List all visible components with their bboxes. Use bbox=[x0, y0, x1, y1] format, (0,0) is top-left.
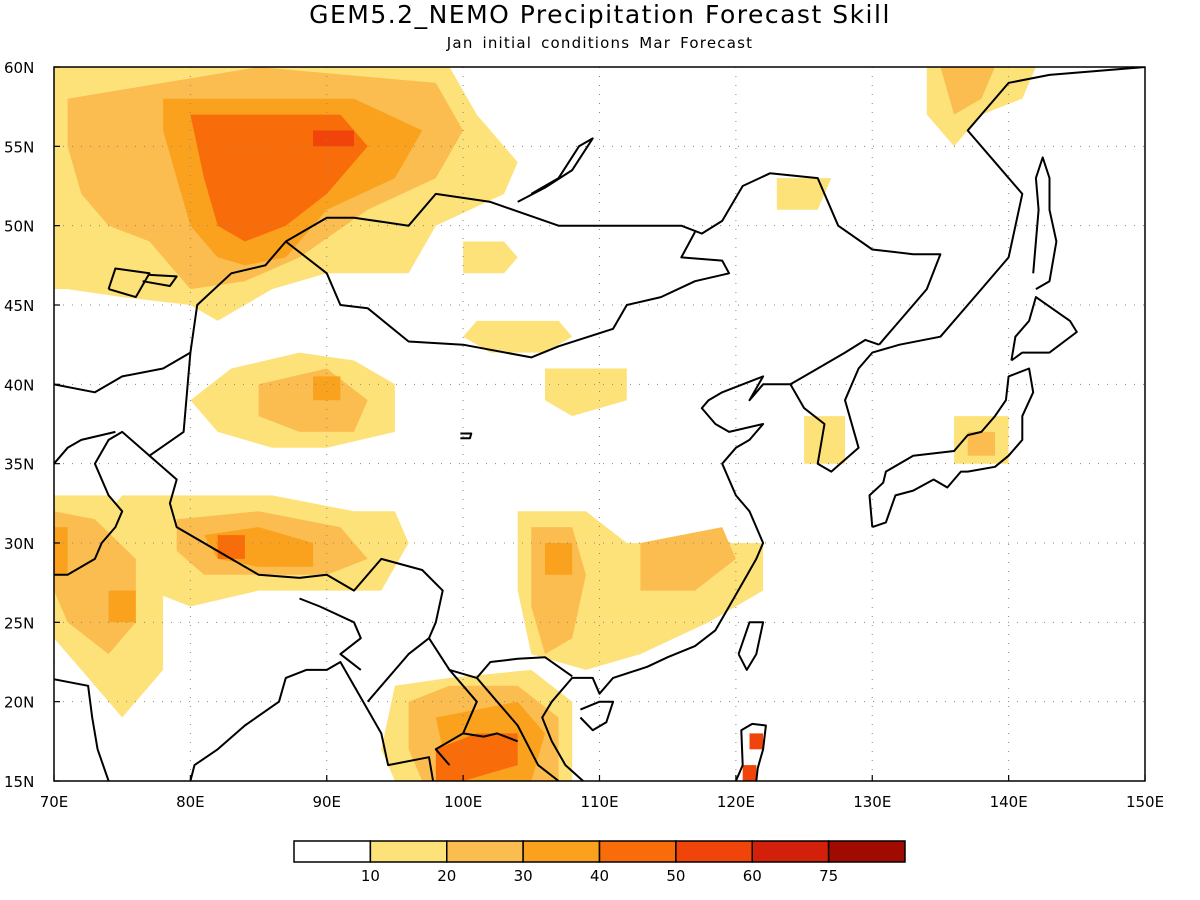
coastline-segment bbox=[579, 700, 615, 732]
y-tick-label: 35N bbox=[4, 456, 34, 474]
coastline-segment bbox=[517, 137, 594, 203]
x-tick-label: 70E bbox=[40, 793, 69, 811]
coastline-segment bbox=[541, 67, 1145, 781]
colorbar-label: 40 bbox=[590, 867, 609, 885]
skill-region-34 bbox=[967, 431, 995, 456]
colorbar-swatch bbox=[446, 840, 524, 863]
colorbar-swatch bbox=[369, 840, 448, 863]
y-tick-label: 20N bbox=[4, 694, 34, 712]
coastline-segment bbox=[299, 597, 362, 671]
coastline-segment bbox=[54, 172, 942, 394]
skill-region-17 bbox=[54, 527, 68, 575]
axis-ticks: 70E 80E 90E 100E 110E 120E 130E 140E 150E 15N 20N 2… bbox=[4, 59, 1164, 811]
coastline-segment bbox=[462, 732, 519, 743]
coastline-segment bbox=[189, 661, 435, 781]
skill-region-31 bbox=[776, 178, 832, 210]
colorbar-label: 75 bbox=[819, 867, 838, 885]
y-tick-label: 60N bbox=[4, 59, 34, 77]
colorbar-label: 30 bbox=[514, 867, 533, 885]
skill-region-19 bbox=[531, 527, 586, 655]
coastline-segment bbox=[789, 338, 880, 386]
coastline-segment bbox=[54, 662, 110, 781]
x-tick-label: 120E bbox=[717, 793, 755, 811]
skill-region-29 bbox=[463, 320, 573, 353]
skill-region-25 bbox=[435, 733, 518, 781]
coastline-segment bbox=[1010, 296, 1078, 362]
colorbar-swatch bbox=[293, 840, 372, 863]
coastline-segment bbox=[460, 432, 473, 440]
coastline-segment bbox=[1032, 156, 1058, 290]
y-tick-label: 15N bbox=[4, 773, 34, 791]
y-tick-label: 40N bbox=[4, 376, 34, 394]
colorbar-swatch bbox=[675, 840, 753, 863]
skill-region-26 bbox=[749, 733, 764, 750]
y-tick-label: 55N bbox=[4, 138, 34, 156]
skill-region-27 bbox=[742, 765, 757, 781]
skill-region-6 bbox=[940, 67, 995, 115]
colorbar-label: 50 bbox=[666, 867, 685, 885]
coastline-segment bbox=[54, 430, 116, 465]
colorbar-swatch bbox=[522, 840, 601, 863]
colorbar-swatch bbox=[751, 840, 830, 863]
coastline-segment bbox=[142, 273, 178, 287]
y-tick-label: 25N bbox=[4, 614, 34, 632]
coastlines bbox=[54, 67, 1145, 781]
chart-title: GEM5.2_NEMO Precipitation Forecast Skill bbox=[309, 0, 891, 29]
coastline-segment bbox=[868, 367, 1035, 529]
skill-region-20 bbox=[640, 527, 736, 591]
lat-lon-grid bbox=[54, 67, 1145, 781]
skill-region-13 bbox=[217, 535, 245, 559]
skill-shading bbox=[54, 67, 1036, 781]
skill-region-16 bbox=[108, 590, 136, 623]
x-tick-label: 150E bbox=[1126, 793, 1164, 811]
x-tick-label: 110E bbox=[580, 793, 618, 811]
colorbar-swatch bbox=[827, 840, 906, 863]
coastline-segment bbox=[107, 267, 151, 299]
coastline-segment bbox=[285, 231, 731, 359]
skill-region-4 bbox=[313, 130, 354, 147]
skill-region-28 bbox=[463, 241, 518, 274]
coastline-segment bbox=[366, 637, 430, 703]
colorbar-label: 60 bbox=[743, 867, 762, 885]
coastline-segment bbox=[734, 722, 767, 781]
colorbar: 10 20 30 40 50 60 75 bbox=[293, 840, 906, 885]
colorbar-label: 10 bbox=[361, 867, 380, 885]
coastline-segment bbox=[148, 454, 573, 679]
x-tick-label: 80E bbox=[176, 793, 205, 811]
coastline-segment bbox=[476, 677, 560, 781]
x-tick-label: 130E bbox=[853, 793, 891, 811]
colorbar-swatch bbox=[598, 840, 677, 863]
skill-region-32 bbox=[804, 416, 845, 464]
y-tick-label: 50N bbox=[4, 218, 34, 236]
chart-subtitle: Jan initial conditions Mar Forecast bbox=[446, 34, 754, 52]
skill-region-9 bbox=[313, 376, 341, 401]
skill-region-30 bbox=[545, 368, 627, 417]
x-tick-label: 140E bbox=[990, 793, 1028, 811]
y-tick-label: 45N bbox=[4, 297, 34, 315]
colorbar-label: 20 bbox=[437, 867, 456, 885]
x-tick-label: 100E bbox=[444, 793, 482, 811]
skill-region-21 bbox=[545, 543, 573, 575]
x-tick-label: 90E bbox=[312, 793, 341, 811]
coastline-segment bbox=[737, 621, 765, 671]
y-tick-label: 30N bbox=[4, 535, 34, 553]
